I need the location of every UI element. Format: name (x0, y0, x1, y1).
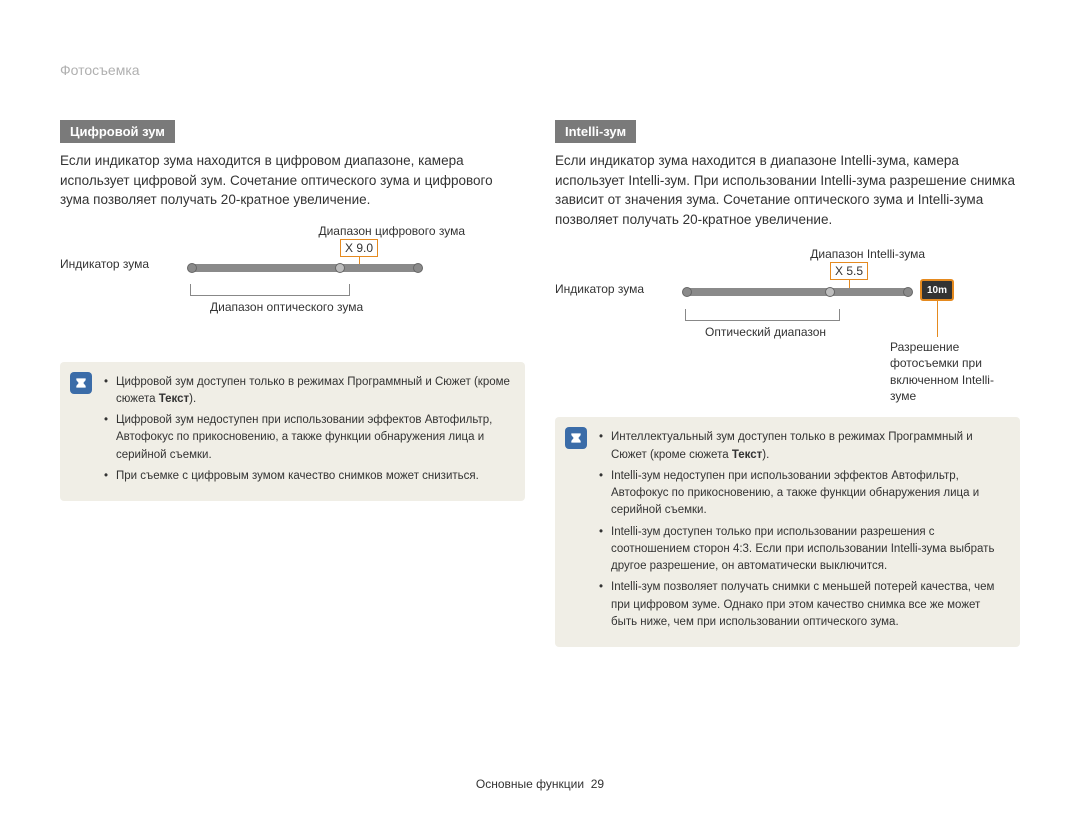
zoom-indicator-label: Индикатор зума (60, 257, 149, 271)
resolution-caption: Разрешение фотосъемки при включенном Int… (890, 339, 1010, 404)
digital-range-label: Диапазон цифрового зума (318, 224, 465, 238)
digital-zoom-body: Если индикатор зума находится в цифровом… (60, 151, 525, 210)
note-item: Цифровой зум недоступен при использовани… (104, 412, 511, 464)
zoom-indicator-label-2: Индикатор зума (555, 282, 644, 296)
note-item: Интеллектуальный зум доступен только в р… (599, 429, 1006, 464)
intelli-zoom-diagram: Диапазон Intelli-зума X 5.5 Индикатор зу… (555, 247, 1020, 417)
zoom-bar (190, 264, 420, 272)
page-footer: Основные функции 29 (0, 777, 1080, 791)
optical-range-label: Диапазон оптического зума (210, 300, 363, 314)
intelli-zoom-heading: Intelli-зум (555, 120, 636, 143)
note-icon (565, 427, 587, 449)
right-column: Intelli-зум Если индикатор зума находитс… (555, 120, 1020, 647)
intelli-range-label: Диапазон Intelli-зума (810, 247, 925, 261)
intelli-zoom-readout: X 5.5 (830, 262, 868, 280)
footer-page-number: 29 (591, 777, 604, 791)
digital-zoom-heading: Цифровой зум (60, 120, 175, 143)
note-item: При съемке с цифровым зумом качество сни… (104, 468, 511, 485)
intelli-zoom-notes: Интеллектуальный зум доступен только в р… (555, 417, 1020, 647)
resolution-badge: 10m (920, 279, 954, 301)
zoom-bar-2 (685, 288, 910, 296)
digital-zoom-diagram: Диапазон цифрового зума X 9.0 Индикатор … (60, 228, 525, 348)
intelli-zoom-body: Если индикатор зума находится в диапазон… (555, 151, 1020, 229)
note-item: Intelli-зум позволяет получать снимки с … (599, 579, 1006, 631)
optical-range-label-2: Оптический диапазон (705, 325, 826, 339)
footer-section: Основные функции (476, 777, 584, 791)
note-item: Цифровой зум доступен только в режимах П… (104, 374, 511, 409)
note-item: Intelli-зум доступен только при использо… (599, 524, 1006, 576)
page-header: Фотосъемка (60, 62, 1020, 78)
note-item: Intelli-зум недоступен при использовании… (599, 468, 1006, 520)
left-column: Цифровой зум Если индикатор зума находит… (60, 120, 525, 647)
digital-zoom-readout: X 9.0 (340, 239, 378, 257)
digital-zoom-notes: Цифровой зум доступен только в режимах П… (60, 362, 525, 502)
main-columns: Цифровой зум Если индикатор зума находит… (60, 120, 1020, 647)
note-icon (70, 372, 92, 394)
